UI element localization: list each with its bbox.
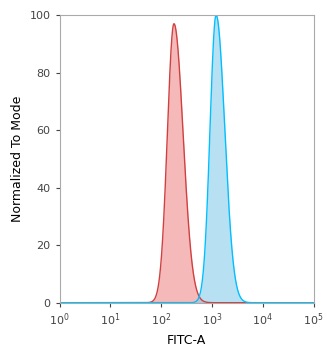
Y-axis label: Normalized To Mode: Normalized To Mode	[11, 96, 24, 222]
X-axis label: FITC-A: FITC-A	[167, 334, 206, 347]
